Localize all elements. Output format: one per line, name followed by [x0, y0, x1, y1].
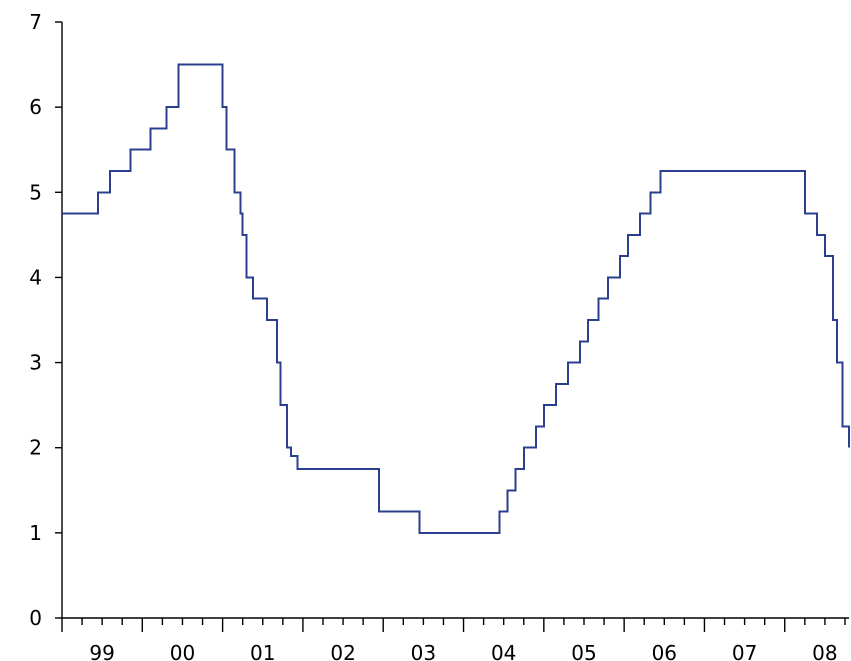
- y-tick-label: 2: [29, 436, 42, 460]
- y-tick-label: 7: [29, 10, 42, 34]
- y-tick-label: 6: [29, 95, 42, 119]
- x-tick-label: 99: [89, 641, 114, 661]
- x-tick-label: 01: [250, 641, 275, 661]
- x-tick-label: 02: [330, 641, 355, 661]
- x-tick-label: 00: [170, 641, 195, 661]
- x-tick-label: 08: [812, 641, 837, 661]
- x-tick-label: 05: [571, 641, 596, 661]
- series-line-0: [62, 63, 850, 534]
- x-tick-label: 06: [652, 641, 677, 661]
- y-tick-label: 1: [29, 521, 42, 545]
- x-tick-label: 04: [491, 641, 516, 661]
- y-tick-label: 0: [29, 606, 42, 630]
- x-tick-label: 07: [732, 641, 757, 661]
- series-layer: [62, 63, 850, 534]
- y-tick-label: 3: [29, 351, 42, 375]
- y-tick-label: 4: [29, 265, 42, 289]
- y-tick-label: 5: [29, 180, 42, 204]
- axes: [55, 21, 849, 632]
- x-tick-label: 03: [411, 641, 436, 661]
